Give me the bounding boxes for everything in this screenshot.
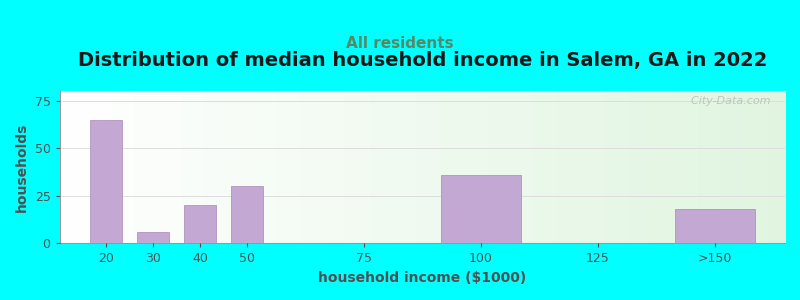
Bar <box>138 232 169 243</box>
Bar <box>441 175 521 243</box>
Text: All residents: All residents <box>346 36 454 51</box>
Bar <box>675 209 754 243</box>
X-axis label: household income ($1000): household income ($1000) <box>318 271 526 285</box>
Bar <box>184 205 216 243</box>
Bar <box>90 120 122 243</box>
Text: City-Data.com: City-Data.com <box>684 96 770 106</box>
Title: Distribution of median household income in Salem, GA in 2022: Distribution of median household income … <box>78 51 767 70</box>
Bar <box>231 186 262 243</box>
Y-axis label: households: households <box>15 122 29 212</box>
